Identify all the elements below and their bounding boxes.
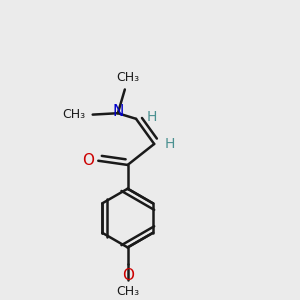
Text: O: O (82, 153, 94, 168)
Text: H: H (146, 110, 157, 124)
Text: O: O (122, 268, 134, 283)
Text: N: N (112, 104, 124, 119)
Text: CH₃: CH₃ (116, 285, 139, 298)
Text: CH₃: CH₃ (116, 71, 139, 84)
Text: CH₃: CH₃ (63, 108, 86, 121)
Text: H: H (164, 137, 175, 151)
